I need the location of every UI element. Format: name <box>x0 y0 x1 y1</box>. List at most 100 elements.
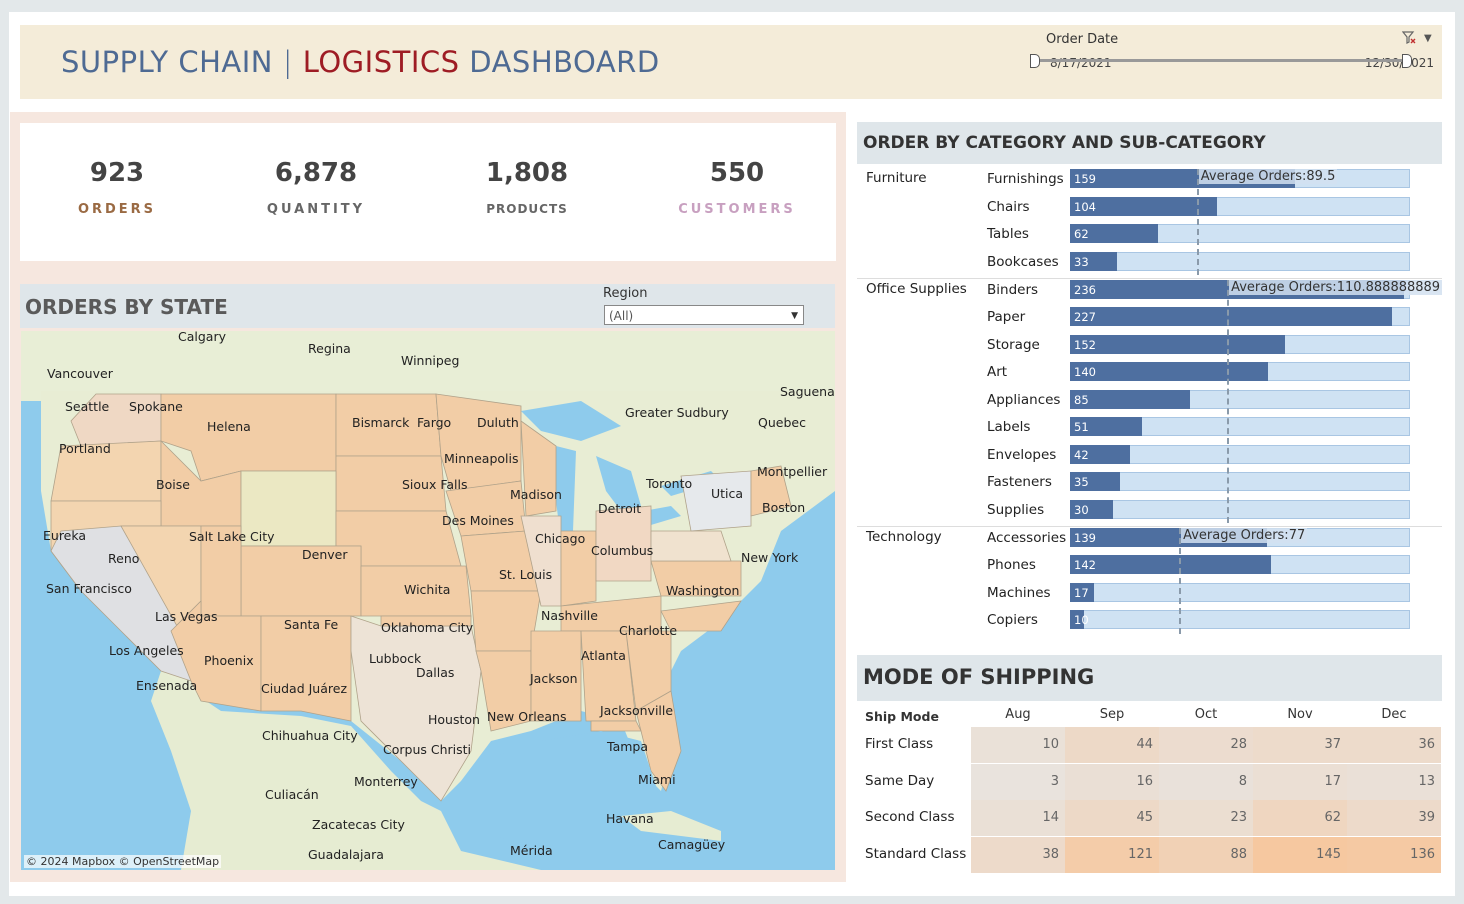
map-city-label: Fargo <box>417 415 452 430</box>
kpi-box: 923 ORDERS 6,878 QUANTITY 1,808 PRODUCTS… <box>20 123 836 261</box>
bar[interactable] <box>1070 196 1218 216</box>
category-chart-panel: ORDER BY CATEGORY AND SUB-CATEGORY Furni… <box>857 122 1443 634</box>
map-city-label: Los Angeles <box>109 643 184 658</box>
bar[interactable] <box>1070 334 1286 354</box>
heatmap-cell[interactable]: 44 <box>1065 727 1159 763</box>
heatmap-cell[interactable]: 8 <box>1159 763 1253 800</box>
clear-filter-icon[interactable] <box>1401 31 1416 48</box>
map-city-label: Montpellier <box>757 464 828 479</box>
bar-value-label: 51 <box>1074 420 1089 434</box>
heatmap-cell[interactable]: 13 <box>1347 763 1441 800</box>
bar-value-label: 30 <box>1074 502 1089 517</box>
bar[interactable] <box>1070 224 1158 243</box>
kpi-orders: 923 ORDERS <box>17 158 217 217</box>
heatmap-cell[interactable]: 39 <box>1347 800 1441 836</box>
kpi-value: 550 <box>709 158 765 188</box>
map-city-label: Camagüey <box>658 837 726 852</box>
map-city-label: Wichita <box>404 582 451 597</box>
bar[interactable] <box>1070 362 1269 381</box>
kpi-value: 1,808 <box>485 158 569 188</box>
subcategory-label: Tables <box>987 226 1029 242</box>
bar[interactable] <box>1070 472 1120 491</box>
heatmap-cell[interactable]: 136 <box>1347 836 1441 873</box>
kpi-label: PRODUCTS <box>486 202 568 216</box>
heatmap-cell[interactable]: 145 <box>1253 836 1347 873</box>
bar-value-label: 17 <box>1074 585 1089 600</box>
region-label: Region <box>603 286 648 301</box>
map-city-label: Oklahoma City <box>381 620 474 635</box>
heatmap-cell[interactable]: 28 <box>1159 727 1253 763</box>
average-label: Average Orders:110.888888889 <box>1229 279 1443 295</box>
map-city-label: Boise <box>156 477 190 492</box>
map-city-label: Guadalajara <box>308 847 384 862</box>
heatmap-cell[interactable]: 23 <box>1159 800 1253 836</box>
shipping-title: MODE OF SHIPPING <box>863 665 1095 689</box>
heatmap-cell[interactable]: 37 <box>1253 727 1347 763</box>
category-chart-title: ORDER BY CATEGORY AND SUB-CATEGORY <box>863 133 1266 153</box>
heatmap-cell[interactable]: 121 <box>1065 836 1159 873</box>
title-part1: SUPPLY CHAIN <box>61 45 273 79</box>
bar[interactable] <box>1070 444 1130 464</box>
heatmap-cell[interactable]: 36 <box>1347 727 1441 763</box>
ship-mode-header: Ship Mode <box>865 709 939 724</box>
bar[interactable] <box>1070 417 1143 436</box>
map-attribution: © 2024 Mapbox © OpenStreetMap <box>24 855 222 868</box>
map-city-label: Atlanta <box>581 648 626 663</box>
bar[interactable] <box>1070 389 1191 409</box>
month-header: Sep <box>1099 707 1125 722</box>
month-header: Oct <box>1194 707 1218 722</box>
category-label: Furniture <box>866 170 927 186</box>
subcategory-label: Envelopes <box>987 446 1057 463</box>
heatmap-cell[interactable]: 88 <box>1159 836 1253 873</box>
bar-value-label: 10 <box>1074 613 1089 627</box>
bar-value-label: 104 <box>1074 199 1096 214</box>
bar[interactable] <box>1070 582 1095 602</box>
date-slider-end-handle[interactable] <box>1402 54 1412 68</box>
map-city-label: New Orleans <box>487 709 567 724</box>
map-city-label: New York <box>741 550 799 565</box>
subcategory-label: Accessories <box>987 529 1067 546</box>
category-separator <box>857 525 1442 527</box>
bar[interactable] <box>1070 555 1272 574</box>
region-select[interactable]: (All) ▼ <box>604 305 804 325</box>
bar[interactable] <box>1070 251 1117 271</box>
bar[interactable] <box>1070 610 1085 629</box>
date-slider-start-handle[interactable] <box>1030 54 1040 68</box>
map-city-label: Zacatecas City <box>312 817 405 832</box>
bar-track <box>1070 582 1410 602</box>
heatmap-cell[interactable]: 38 <box>971 836 1065 873</box>
shipping-panel: MODE OF SHIPPING Ship Mode Aug Sep Oct Nov D… <box>857 655 1442 873</box>
heatmap-cell[interactable]: 45 <box>1065 800 1159 836</box>
bar[interactable] <box>1070 499 1113 519</box>
heatmap-cell[interactable]: 17 <box>1253 763 1347 800</box>
map-city-label: Lubbock <box>369 651 422 666</box>
map-city-label: Tampa <box>607 739 648 754</box>
map-city-label: Corpus Christi <box>383 742 472 757</box>
subcategory-label: Phones <box>987 557 1036 573</box>
date-slider-track[interactable] <box>1035 59 1407 62</box>
heatmap-cell[interactable]: 10 <box>971 727 1065 763</box>
heatmap-cell[interactable]: 3 <box>971 763 1065 800</box>
heatmap-cell[interactable]: 16 <box>1065 763 1159 800</box>
title-part2: LOGISTICS <box>302 45 460 79</box>
map-city-label: Denver <box>302 547 348 562</box>
map-city-label: Bismarck <box>352 415 410 430</box>
map-city-label: Madison <box>510 487 562 502</box>
ship-mode-label: Second Class <box>865 809 955 825</box>
map-city-label: Reno <box>108 551 140 566</box>
map-city-label: Calgary <box>178 331 226 344</box>
state-map[interactable]: Calgary Regina Winnipeg Vancouver Saguenay Se… <box>21 331 835 870</box>
map-city-label: Sioux Falls <box>402 477 468 492</box>
kpi-label: ORDERS <box>77 202 157 217</box>
heatmap-cell[interactable]: 62 <box>1253 800 1347 836</box>
bar-value-label: 152 <box>1074 337 1096 352</box>
kpi-quantity: 6,878 QUANTITY <box>216 158 416 217</box>
map-city-label: Washington <box>666 583 740 598</box>
chevron-down-icon[interactable]: ▼ <box>1424 33 1432 44</box>
bar[interactable] <box>1070 307 1392 326</box>
category-label: Office Supplies <box>866 280 967 297</box>
heatmap-cell[interactable]: 14 <box>971 800 1065 836</box>
kpi-value: 6,878 <box>274 158 358 188</box>
average-line <box>1179 527 1182 634</box>
map-city-label: Havana <box>606 811 654 826</box>
